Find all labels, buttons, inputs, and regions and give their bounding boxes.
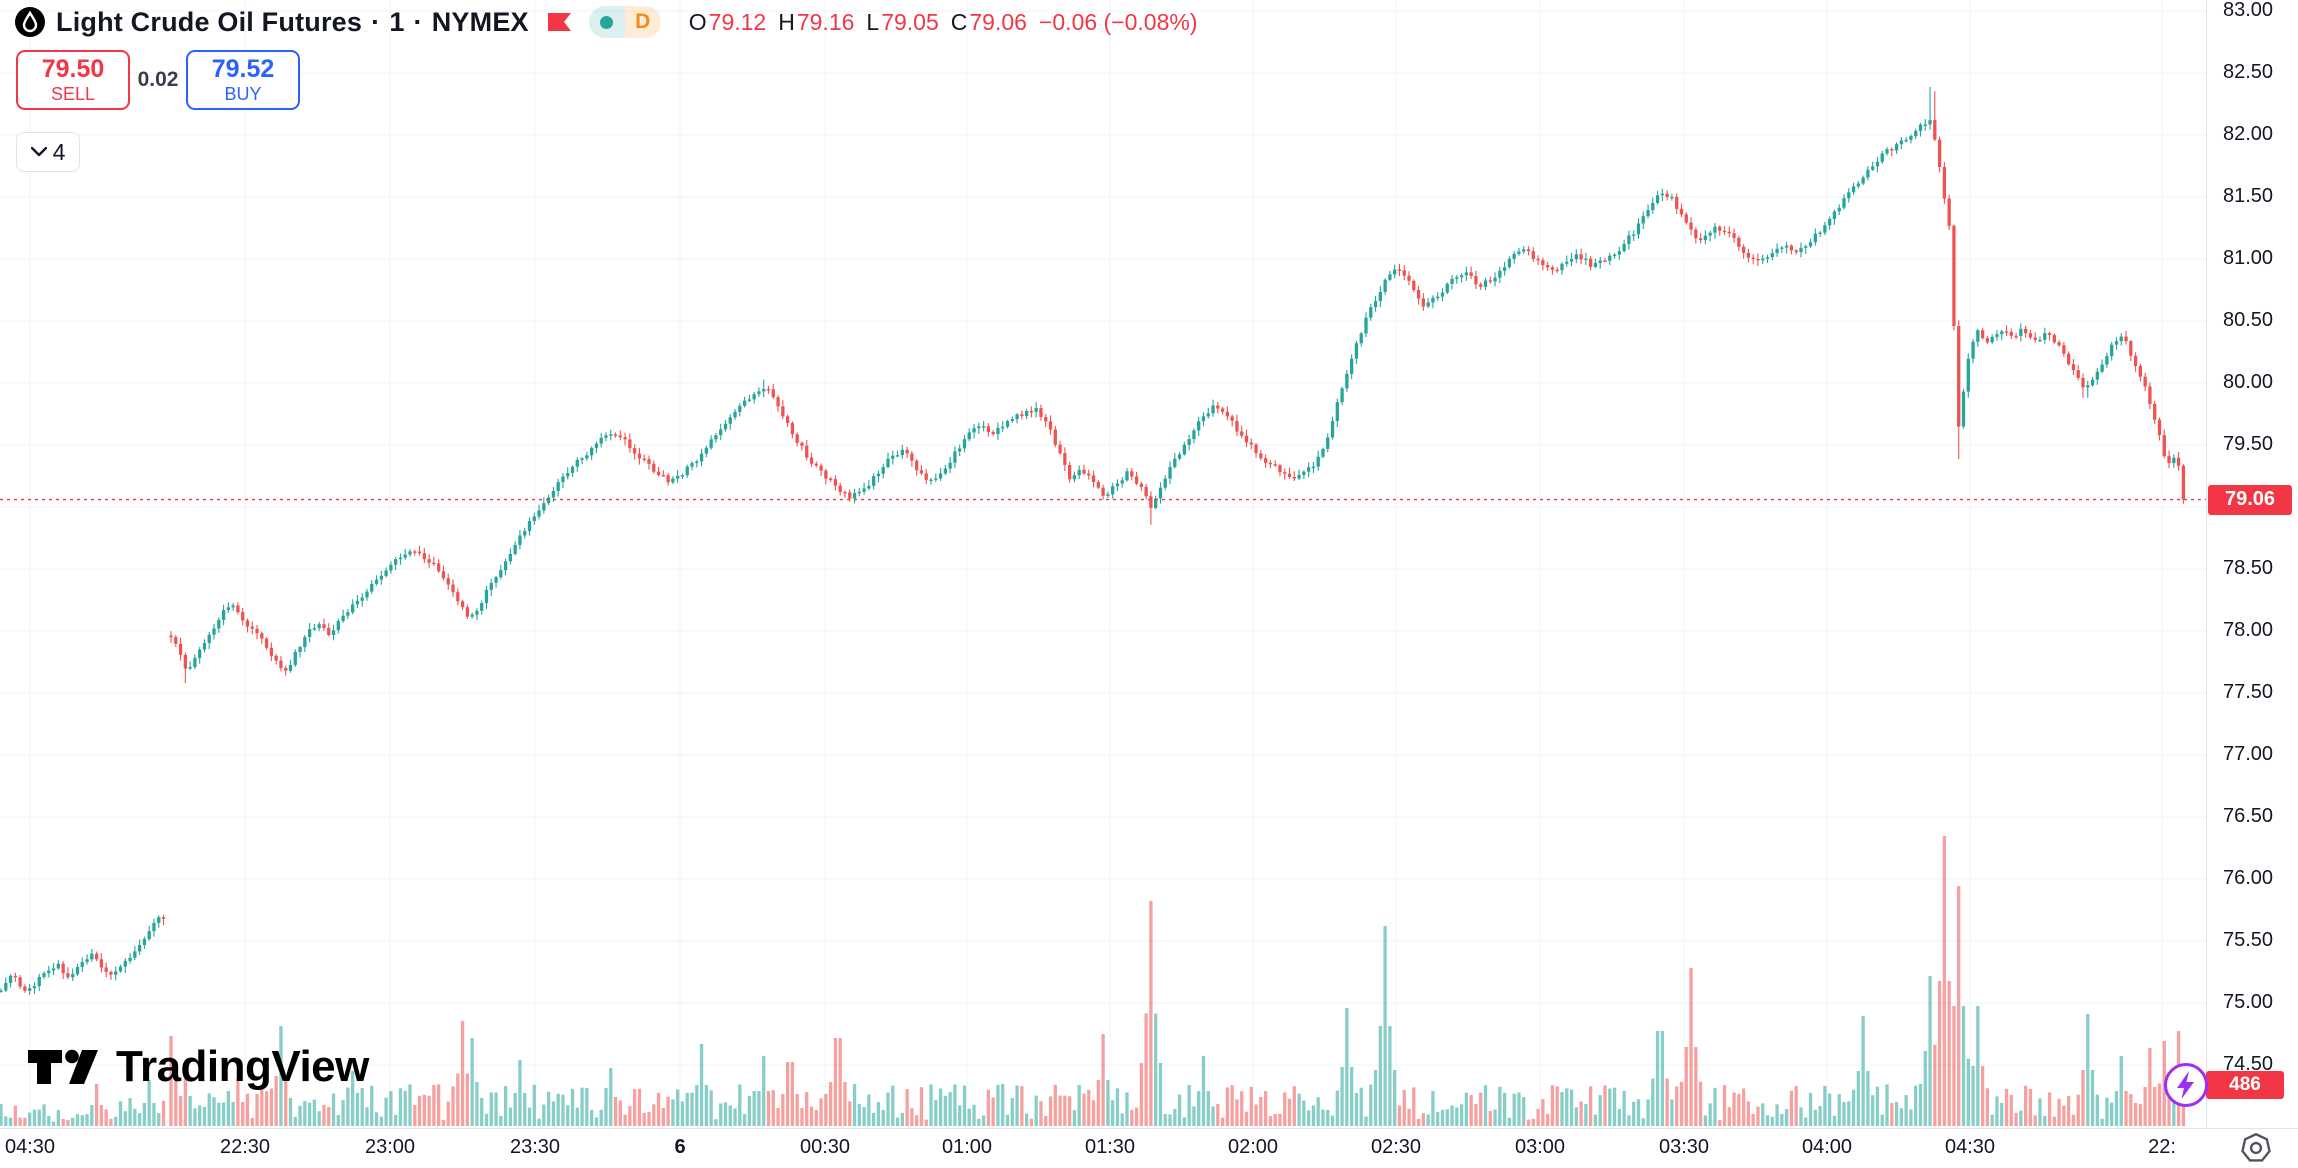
tradingview-watermark: TradingView [26,1042,369,1092]
buy-button[interactable]: 79.52 BUY [186,50,300,110]
price-axis-label: 81.00 [2223,247,2274,269]
price-axis-label: 75.00 [2223,991,2274,1013]
object-tree-collapse-button[interactable]: 4 [16,132,80,172]
price-axis-label: 75.50 [2223,929,2274,951]
buy-price: 79.52 [211,55,275,84]
price-axis-label: 81.50 [2223,185,2274,207]
price-axis-label: 76.50 [2223,805,2274,827]
time-axis-label: 04:00 [1801,1136,1853,1158]
lightning-boost-icon[interactable] [2162,1061,2210,1109]
sell-button[interactable]: 79.50 SELL [16,50,130,110]
ohlc-readout: O 79.12 H 79.16 L 79.05 C 79.06 −0.06 (−0.08… [689,9,1198,36]
time-axis-label: 6 [674,1136,686,1158]
market-open-status[interactable] [588,6,625,38]
price-axis-label: 80.50 [2223,309,2274,331]
price-axis-label: 74.50 [2223,1053,2274,1075]
order-panel: 79.50 SELL 0.02 79.52 BUY [16,50,300,110]
price-axis-label: 83.00 [2223,0,2274,21]
chevron-down-icon [30,147,47,157]
time-axis-label: 23:30 [509,1136,561,1158]
time-axis-label: 03:00 [1514,1136,1566,1158]
time-axis-label: 00:30 [799,1136,851,1158]
sell-price: 79.50 [41,55,105,84]
price-axis-label: 77.00 [2223,743,2274,765]
volume-value-badge: 486 [2206,1071,2284,1099]
open-value: 79.12 [708,8,767,35]
tradingview-watermark-text: TradingView [116,1042,369,1091]
spread-value: 0.02 [137,68,179,91]
buy-label: BUY [224,83,262,104]
title-separator: · [413,6,423,37]
flag-icon[interactable] [547,10,573,34]
price-axis-label: 82.00 [2223,123,2274,145]
time-axis-label: 01:30 [1084,1136,1136,1158]
close-value: 79.06 [969,8,1027,35]
title-separator: · [371,6,381,37]
open-key: O [688,8,707,35]
last-price-badge: 79.06 [2208,484,2292,515]
time-axis-label: 01:00 [941,1136,993,1158]
time-axis-label: 02:30 [1370,1136,1422,1158]
axis-settings-gear-icon[interactable] [2240,1132,2272,1164]
time-axis-label: 04:30 [1944,1136,1996,1158]
time-axis-label: 22:30 [219,1136,271,1158]
symbol-name: Light Crude Oil Futures [56,6,363,37]
price-axis-label: 79.50 [2223,433,2274,455]
delayed-data-badge[interactable]: D [624,6,661,38]
symbol-logo-oil-icon [15,7,45,37]
market-status-dot-icon [600,15,614,29]
chart-interval: 1 [389,6,405,37]
high-key: H [778,8,795,35]
chart-canvas[interactable] [0,0,2206,1128]
price-axis[interactable]: 83.00 82.50 82.00 81.50 81.00 80.50 80.00 79.50… [2206,0,2298,1128]
price-axis-label: 78.50 [2223,557,2274,579]
low-value: 79.05 [881,8,939,35]
time-axis-label: 02:00 [1227,1136,1279,1158]
tradingview-logo-icon [28,1049,98,1084]
time-axis-label: 22: [2148,1136,2176,1158]
time-axis[interactable]: 04:30 22:30 23:00 23:30 6 00:30 01:00 01:30 02:0… [0,1128,2298,1168]
price-axis-label: 78.00 [2223,619,2274,641]
object-tree-count: 4 [52,138,66,165]
price-axis-label: 82.50 [2223,61,2274,83]
low-key: L [866,8,880,35]
symbol-title[interactable]: Light Crude Oil Futures · 1 · NYMEX [56,7,529,38]
exchange-name: NYMEX [431,6,529,37]
price-axis-label: 77.50 [2223,681,2274,703]
change-value: −0.06 (−0.08%) [1038,8,1198,35]
price-axis-label: 80.00 [2223,371,2274,393]
market-status-pills[interactable]: D [588,6,661,38]
price-axis-label: 76.00 [2223,867,2274,889]
time-axis-label: 03:30 [1658,1136,1710,1158]
time-axis-label: 23:00 [364,1136,416,1158]
high-value: 79.16 [796,8,855,35]
time-axis-label: 04:30 [4,1136,56,1158]
sell-label: SELL [50,83,96,104]
close-key: C [950,8,968,35]
